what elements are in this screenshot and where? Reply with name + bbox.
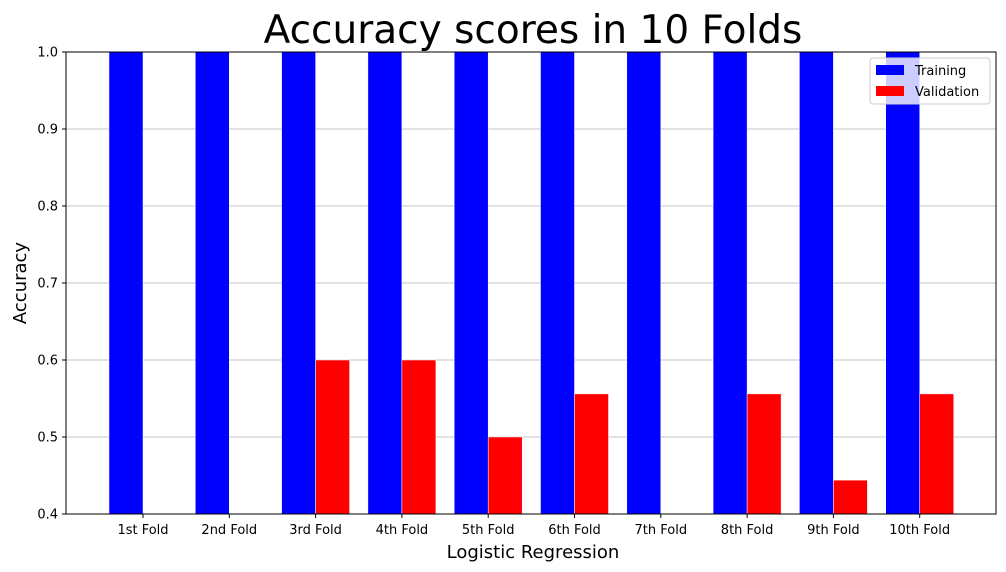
legend: Training Validation xyxy=(869,57,991,105)
bar-training-2 xyxy=(195,51,230,515)
bar-training-3 xyxy=(281,51,316,515)
y-tick-label: 0.4 xyxy=(37,508,58,523)
y-tick-label: 1.0 xyxy=(37,46,58,61)
legend-label-validation: Validation xyxy=(915,85,979,100)
bar-training-10 xyxy=(885,51,920,515)
x-tick-label: 3rd Fold xyxy=(289,523,342,538)
x-tick-label: 9th Fold xyxy=(807,523,860,538)
bar-validation-4 xyxy=(401,359,437,515)
y-tick-label: 0.5 xyxy=(37,431,58,446)
bar-validation-6 xyxy=(574,393,609,515)
x-tick-label: 2nd Fold xyxy=(201,523,257,538)
x-tick-label: 6th Fold xyxy=(548,523,601,538)
bar-training-9 xyxy=(799,51,834,515)
y-tick-label: 0.8 xyxy=(37,200,58,215)
y-tick-label: 0.7 xyxy=(37,277,58,292)
y-tick-label: 0.9 xyxy=(37,123,58,138)
bar-training-8 xyxy=(712,51,748,515)
bar-validation-10 xyxy=(919,393,954,515)
bar-validation-8 xyxy=(746,393,782,515)
y-tick-label: 0.6 xyxy=(37,354,58,369)
y-axis-ticks: 0.4 0.5 0.6 0.7 0.8 0.9 1.0 xyxy=(37,46,66,523)
bar-training-6 xyxy=(540,51,575,515)
x-axis-label: Logistic Regression xyxy=(447,542,620,563)
bar-training-5 xyxy=(453,51,489,515)
x-tick-label: 10th Fold xyxy=(889,523,950,538)
y-axis-label: Accuracy xyxy=(10,242,31,325)
x-tick-label: 4th Fold xyxy=(376,523,429,538)
bar-validation-3 xyxy=(315,359,350,515)
legend-swatch-training xyxy=(876,65,904,75)
x-axis-ticks: 1st Fold 2nd Fold 3rd Fold 4th Fold 5th Fold… xyxy=(117,514,950,538)
bar-validation-9 xyxy=(833,479,868,515)
x-tick-label: 5th Fold xyxy=(462,523,515,538)
bar-validation-5 xyxy=(487,436,523,515)
x-tick-label: 8th Fold xyxy=(721,523,774,538)
legend-label-training: Training xyxy=(914,64,966,79)
bars xyxy=(108,51,954,515)
legend-swatch-validation xyxy=(876,86,904,96)
chart-title: Accuracy scores in 10 Folds xyxy=(264,8,803,53)
bar-training-1 xyxy=(108,51,144,515)
bar-training-7 xyxy=(626,51,662,515)
x-tick-label: 7th Fold xyxy=(635,523,688,538)
bar-training-4 xyxy=(367,51,403,515)
x-tick-label: 1st Fold xyxy=(117,523,168,538)
